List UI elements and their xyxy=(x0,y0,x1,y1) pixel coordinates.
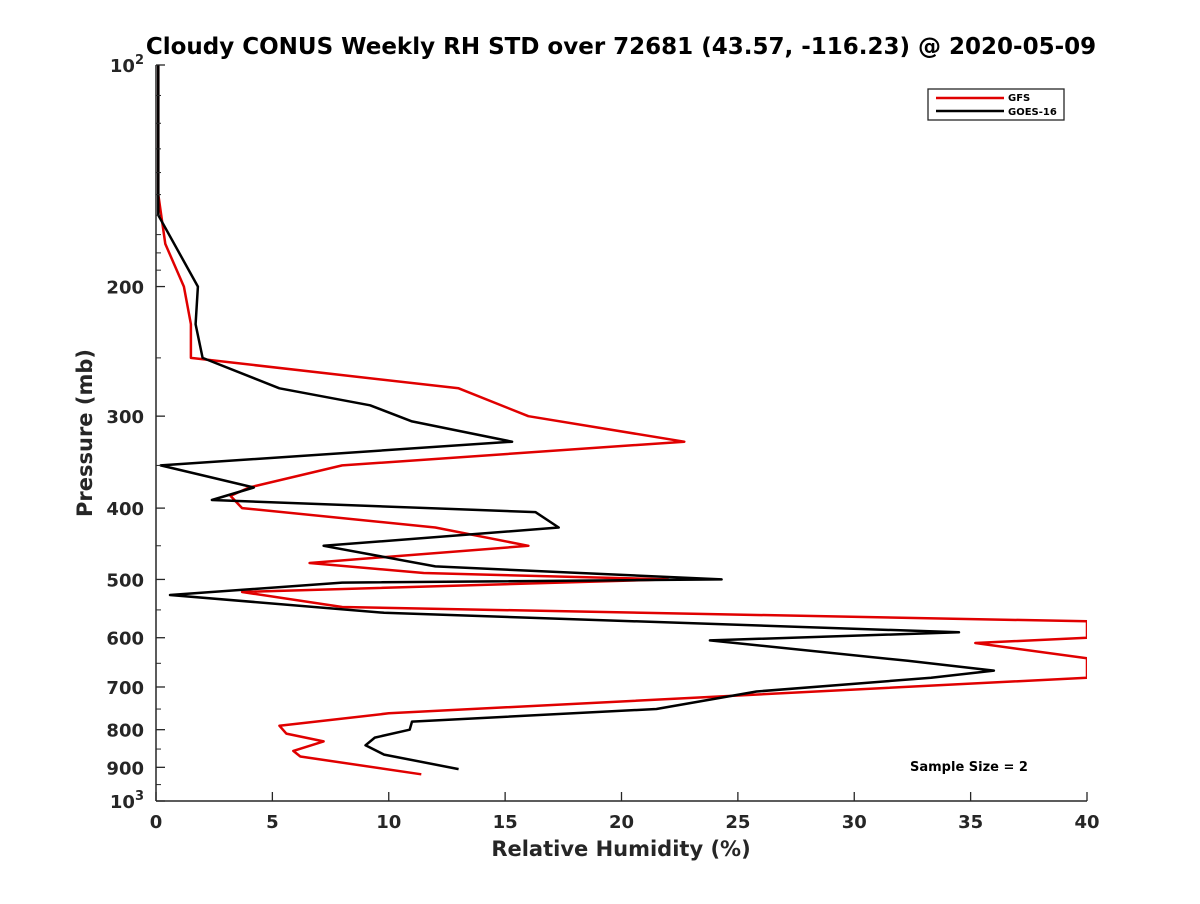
y-tick-label: 200 xyxy=(106,278,144,299)
sample-size-annotation: Sample Size = 2 xyxy=(910,760,1028,775)
series-layer xyxy=(157,65,1087,776)
legend-box xyxy=(927,88,1065,121)
axes xyxy=(155,65,1087,802)
y-tick-label: 600 xyxy=(106,629,144,650)
x-tick-label: 0 xyxy=(150,812,163,833)
x-tick-label: 35 xyxy=(958,812,983,833)
y-tick-label: 400 xyxy=(106,499,144,520)
series-line-goes-16 xyxy=(157,65,996,771)
x-tick-label: 5 xyxy=(266,812,279,833)
y-axis-label: Pressure (mb) xyxy=(73,349,97,517)
y-tick-label: 900 xyxy=(106,758,144,779)
legend-label-gfs: GFS xyxy=(1008,93,1030,104)
series-line-gfs xyxy=(157,65,1087,776)
x-tick-group: 0 5 10 15 20 25 30 35 40 xyxy=(150,792,1100,833)
x-tick-label: 25 xyxy=(725,812,750,833)
x-tick-label: 20 xyxy=(609,812,634,833)
x-tick-label: 40 xyxy=(1074,812,1099,833)
x-tick-label: 10 xyxy=(376,812,401,833)
x-axis-label: Relative Humidity (%) xyxy=(491,837,750,861)
legend-label-goes-16: GOES-16 xyxy=(1008,107,1057,118)
y-tick-group: 102 200 300 400 500 600 700 800 900 103 xyxy=(106,53,165,813)
y-tick-label: 500 xyxy=(106,570,144,591)
y-tick-label: 300 xyxy=(106,407,144,428)
y-tick-label: 700 xyxy=(106,678,144,699)
y-tick-label: 103 xyxy=(110,789,144,813)
y-tick-label: 102 xyxy=(110,53,144,77)
x-tick-label: 30 xyxy=(842,812,867,833)
y-tick-label: 800 xyxy=(106,721,144,742)
x-tick-label: 15 xyxy=(493,812,518,833)
legend: GFS GOES-16 xyxy=(927,88,1065,121)
chart-title: Cloudy CONUS Weekly RH STD over 72681 (4… xyxy=(146,34,1096,60)
